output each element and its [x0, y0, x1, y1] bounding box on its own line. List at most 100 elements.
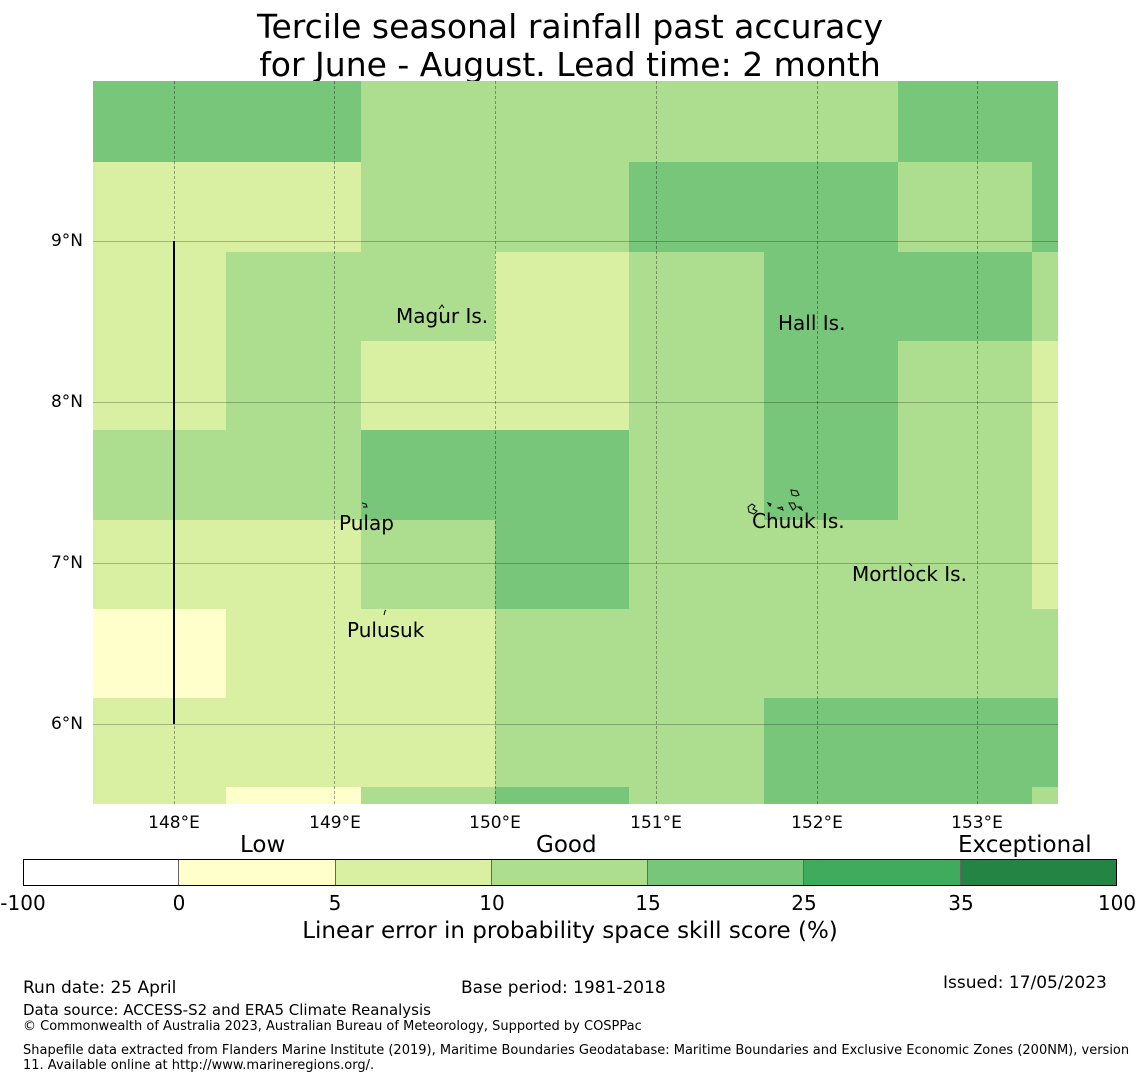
colorbar-tick: 5	[328, 891, 342, 915]
skill-cell	[763, 340, 899, 432]
colorbar-tick: 100	[1097, 891, 1137, 915]
gridline-151e	[656, 81, 657, 804]
skill-cell	[226, 787, 362, 804]
lon-tick-153e: 153°E	[951, 813, 1003, 833]
skill-cell	[763, 430, 899, 521]
lon-tick-150e: 150°E	[469, 813, 521, 833]
colorbar-category-low: Low	[240, 832, 286, 858]
skill-cell	[763, 162, 899, 253]
place-label-chuuk: Chuuk Is.	[752, 509, 845, 533]
colorbar-segment	[179, 859, 336, 886]
skill-cell	[226, 162, 362, 253]
lon-tick-152e: 152°E	[791, 813, 843, 833]
skill-cell	[226, 81, 362, 164]
mortlock-island-outline	[908, 562, 913, 567]
skill-cell	[93, 698, 228, 789]
colorbar-segment	[335, 859, 492, 886]
skill-cell	[360, 698, 496, 789]
run-date: Run date: 25 April	[23, 978, 177, 998]
skill-cell	[93, 340, 228, 432]
colorbar-label: Linear error in probability space skill …	[302, 918, 838, 944]
chuuk-island-outline	[747, 489, 803, 515]
skill-cell	[360, 81, 496, 164]
gridline-6n	[93, 724, 1058, 725]
gridline-153e	[977, 81, 978, 804]
island-outlines	[361, 304, 913, 616]
skill-cell	[1032, 340, 1058, 432]
colorbar-tick: -100	[0, 891, 46, 915]
skill-cell	[93, 787, 228, 804]
skill-cell	[360, 251, 496, 342]
lon-tick-148e: 148°E	[148, 813, 200, 833]
skill-cell	[93, 81, 228, 164]
skill-cell	[93, 162, 228, 253]
base-period: Base period: 1981-2018	[461, 978, 666, 998]
skill-cell	[629, 81, 765, 164]
colorbar-category-good: Good	[536, 832, 597, 858]
skill-cell	[1032, 162, 1058, 253]
gridline-7n	[93, 563, 1058, 564]
skill-cell	[763, 698, 899, 789]
map-title-line-1: Tercile seasonal rainfall past accuracy	[256, 7, 884, 46]
place-label-pulusuk: Pulusuk	[347, 618, 425, 642]
skill-cell	[897, 251, 1034, 342]
skill-cell	[897, 430, 1034, 521]
skill-score-map: Magur Is. Hall Is. Pulap Chuuk Is. Mortl…	[93, 81, 1058, 804]
gridline-149e	[334, 81, 335, 804]
skill-cell	[494, 251, 631, 342]
lon-tick-149e: 149°E	[309, 813, 361, 833]
skill-cell	[1032, 251, 1058, 342]
skill-cell	[93, 430, 228, 521]
skill-cell	[360, 608, 496, 700]
skill-cell	[360, 519, 496, 610]
lat-tick-8n: 8°N	[50, 392, 83, 412]
place-label-mortlock: Mortlock Is.	[852, 562, 967, 586]
skill-cell	[763, 81, 899, 164]
colorbar-tick: 10	[479, 891, 505, 915]
skill-cell	[360, 787, 496, 804]
copyright-notice: © Commonwealth of Australia 2023, Austra…	[23, 1019, 642, 1034]
lat-tick-9n: 9°N	[50, 231, 83, 251]
colorbar-segment	[491, 859, 649, 886]
place-label-pulap: Pulap	[339, 511, 394, 535]
skill-cell	[93, 519, 228, 610]
skill-cell	[629, 698, 765, 789]
gridline-152e	[817, 81, 818, 804]
colorbar-tick: 0	[172, 891, 186, 915]
skill-cell	[763, 251, 899, 342]
skill-cell	[897, 162, 1034, 253]
skill-cell	[629, 430, 765, 521]
colorbar-segment	[648, 859, 805, 886]
skill-cell	[629, 162, 765, 253]
skill-cell	[629, 608, 765, 700]
skill-cell	[93, 608, 228, 700]
skill-cell	[629, 251, 765, 342]
map-title-line-2: for June - August. Lead time: 2 month	[259, 45, 881, 84]
skill-cell	[1032, 81, 1058, 164]
issued-date: Issued: 17/05/2023	[943, 973, 1107, 993]
lon-tick-151e: 151°E	[630, 813, 682, 833]
skill-cell	[226, 608, 362, 700]
pulap-island-outline	[361, 502, 368, 508]
skill-cell	[897, 81, 1034, 164]
skill-cell	[360, 162, 496, 253]
colorbar-segment	[960, 859, 1117, 886]
skill-cell	[763, 608, 899, 700]
skill-cell	[1032, 608, 1058, 700]
skill-cell	[494, 698, 631, 789]
skill-cell	[897, 698, 1034, 789]
skill-cell	[763, 787, 899, 804]
shapefile-credit: Shapefile data extracted from Flanders M…	[23, 1043, 1130, 1073]
skill-cell	[897, 340, 1034, 432]
skill-cell	[897, 519, 1034, 610]
skill-cell	[494, 430, 631, 521]
colorbar-segment	[23, 859, 180, 886]
colorbar-frame	[23, 859, 1117, 886]
skill-cell	[629, 519, 765, 610]
place-label-magur: Magur Is.	[396, 304, 489, 328]
skill-cell	[897, 787, 1034, 804]
colorbar-segment	[804, 859, 961, 886]
data-source: Data source: ACCESS-S2 and ERA5 Climate …	[23, 1001, 431, 1019]
lat-tick-7n: 7°N	[50, 553, 83, 573]
skill-cell	[494, 608, 631, 700]
